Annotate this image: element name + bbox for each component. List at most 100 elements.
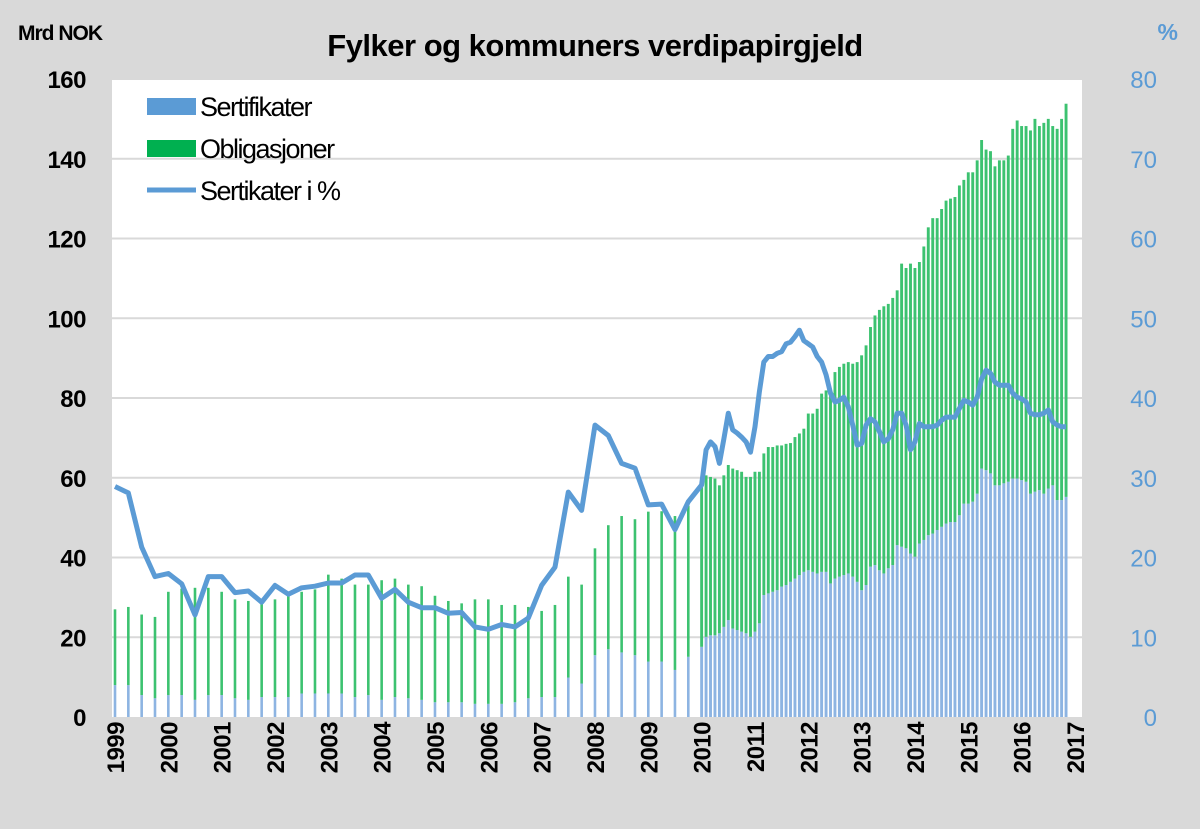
bar-obligasjoner <box>940 208 944 527</box>
bar-sertifikater <box>460 702 463 717</box>
bar-obligasjoner <box>553 604 557 698</box>
bar-obligasjoner <box>1020 126 1024 481</box>
bar-sertifikater <box>713 635 717 717</box>
bar-obligasjoner <box>1006 155 1010 482</box>
bar-obligasjoner <box>433 595 437 703</box>
bar-sertifikater <box>740 631 744 717</box>
bar-sertifikater <box>709 635 712 717</box>
x-tick-label: 2008 <box>583 722 610 774</box>
bar-sertifikater <box>931 533 935 717</box>
y2-tick-label: 60 <box>1130 227 1157 254</box>
bar-obligasjoner <box>487 599 490 704</box>
bar-obligasjoner <box>917 262 921 544</box>
bar-sertifikater <box>260 697 263 717</box>
bar-sertifikater <box>949 522 952 717</box>
x-tick-label: 2009 <box>636 722 663 774</box>
bar-sertifikater <box>980 468 984 717</box>
bar-sertifikater <box>762 594 766 717</box>
bar-obligasjoner <box>393 578 397 698</box>
bar-sertifikater <box>882 573 886 717</box>
y2-tick-label: 70 <box>1130 147 1157 174</box>
bar-obligasjoner <box>460 603 463 703</box>
y-tick-label: 80 <box>60 386 86 413</box>
bar-sertifikater <box>726 620 730 717</box>
x-tick-label: 2010 <box>690 722 717 774</box>
bar-sertifikater <box>873 565 877 717</box>
bar-obligasjoner <box>127 606 130 686</box>
bar-sertifikater <box>842 575 846 717</box>
bar-obligasjoner <box>877 309 881 571</box>
bar-sertifikater <box>660 661 663 717</box>
bar-sertifikater <box>633 655 637 717</box>
bar-sertifikater <box>513 702 517 717</box>
bar-sertifikater <box>447 702 450 717</box>
bar-obligasjoner <box>193 587 197 700</box>
bar-sertifikater <box>140 695 143 717</box>
bar-obligasjoner <box>771 447 775 592</box>
y2-tick-label: 0 <box>1144 705 1157 732</box>
y2-axis-label: % <box>1158 19 1178 45</box>
bar-sertifikater <box>1006 481 1010 717</box>
bar-obligasjoner <box>540 610 543 698</box>
x-tick-label: 2000 <box>156 722 183 774</box>
bar-obligasjoner <box>620 516 623 653</box>
bar-sertifikater <box>904 548 908 717</box>
legend-swatch-obligasjoner <box>147 140 196 157</box>
x-tick-label: 2014 <box>903 721 930 774</box>
bar-obligasjoner <box>931 218 935 534</box>
bar-sertifikater <box>717 633 721 717</box>
bar-sertifikater <box>1037 490 1041 717</box>
bar-obligasjoner <box>744 476 748 634</box>
bar-sertifikater <box>527 698 530 717</box>
bar-obligasjoner <box>1033 118 1037 492</box>
bar-obligasjoner <box>869 327 872 567</box>
y-tick-label: 20 <box>60 625 86 652</box>
bar-sertifikater <box>180 695 183 717</box>
bar-obligasjoner <box>811 413 815 572</box>
bar-sertifikater <box>500 703 503 717</box>
bar-obligasjoner <box>717 485 721 634</box>
x-tick-label: 2001 <box>210 722 237 774</box>
bar-obligasjoner <box>957 185 961 516</box>
bar-obligasjoner <box>1060 118 1064 501</box>
bar-obligasjoner <box>180 588 183 696</box>
bar-obligasjoner <box>900 263 904 547</box>
legend-label-pct: Sertikater i % <box>200 176 341 206</box>
bar-obligasjoner <box>140 614 143 696</box>
bar-sertifikater <box>895 545 899 717</box>
bar-obligasjoner <box>926 227 930 536</box>
bar-obligasjoner <box>153 616 157 699</box>
bar-sertifikater <box>722 626 726 717</box>
bar-obligasjoner <box>989 151 992 474</box>
x-tick-label: 2002 <box>263 722 290 774</box>
bar-obligasjoner <box>1051 126 1055 486</box>
x-tick-label: 1999 <box>103 722 130 774</box>
bar-obligasjoner <box>842 363 846 576</box>
bar-obligasjoner <box>580 584 583 684</box>
bar-obligasjoner <box>527 606 530 699</box>
bar-sertifikater <box>620 652 623 717</box>
bar-sertifikater <box>971 501 975 717</box>
bar-sertifikater <box>1011 478 1015 717</box>
bar-obligasjoner <box>300 591 303 694</box>
bar-obligasjoner <box>113 609 117 686</box>
bar-obligasjoner <box>846 362 850 574</box>
chart-title: Fylker og kommuners verdipapirgjeld <box>327 28 863 63</box>
bar-sertifikater <box>300 693 303 717</box>
bar-sertifikater <box>766 593 770 717</box>
x-tick-label: 2016 <box>1010 722 1037 774</box>
bar-sertifikater <box>487 703 490 717</box>
bar-sertifikater <box>953 522 957 717</box>
bar-sertifikater <box>1042 493 1046 717</box>
bar-sertifikater <box>367 695 370 717</box>
bar-sertifikater <box>846 573 850 717</box>
x-tick-label: 2005 <box>423 722 450 774</box>
bar-sertifikater <box>1024 481 1028 717</box>
bar-sertifikater <box>1033 491 1037 717</box>
bar-obligasjoner <box>287 594 290 698</box>
bar-obligasjoner <box>1064 103 1068 497</box>
y2-tick-label: 30 <box>1130 466 1157 493</box>
bar-sertifikater <box>540 697 543 717</box>
y2-tick-label: 80 <box>1130 67 1157 94</box>
